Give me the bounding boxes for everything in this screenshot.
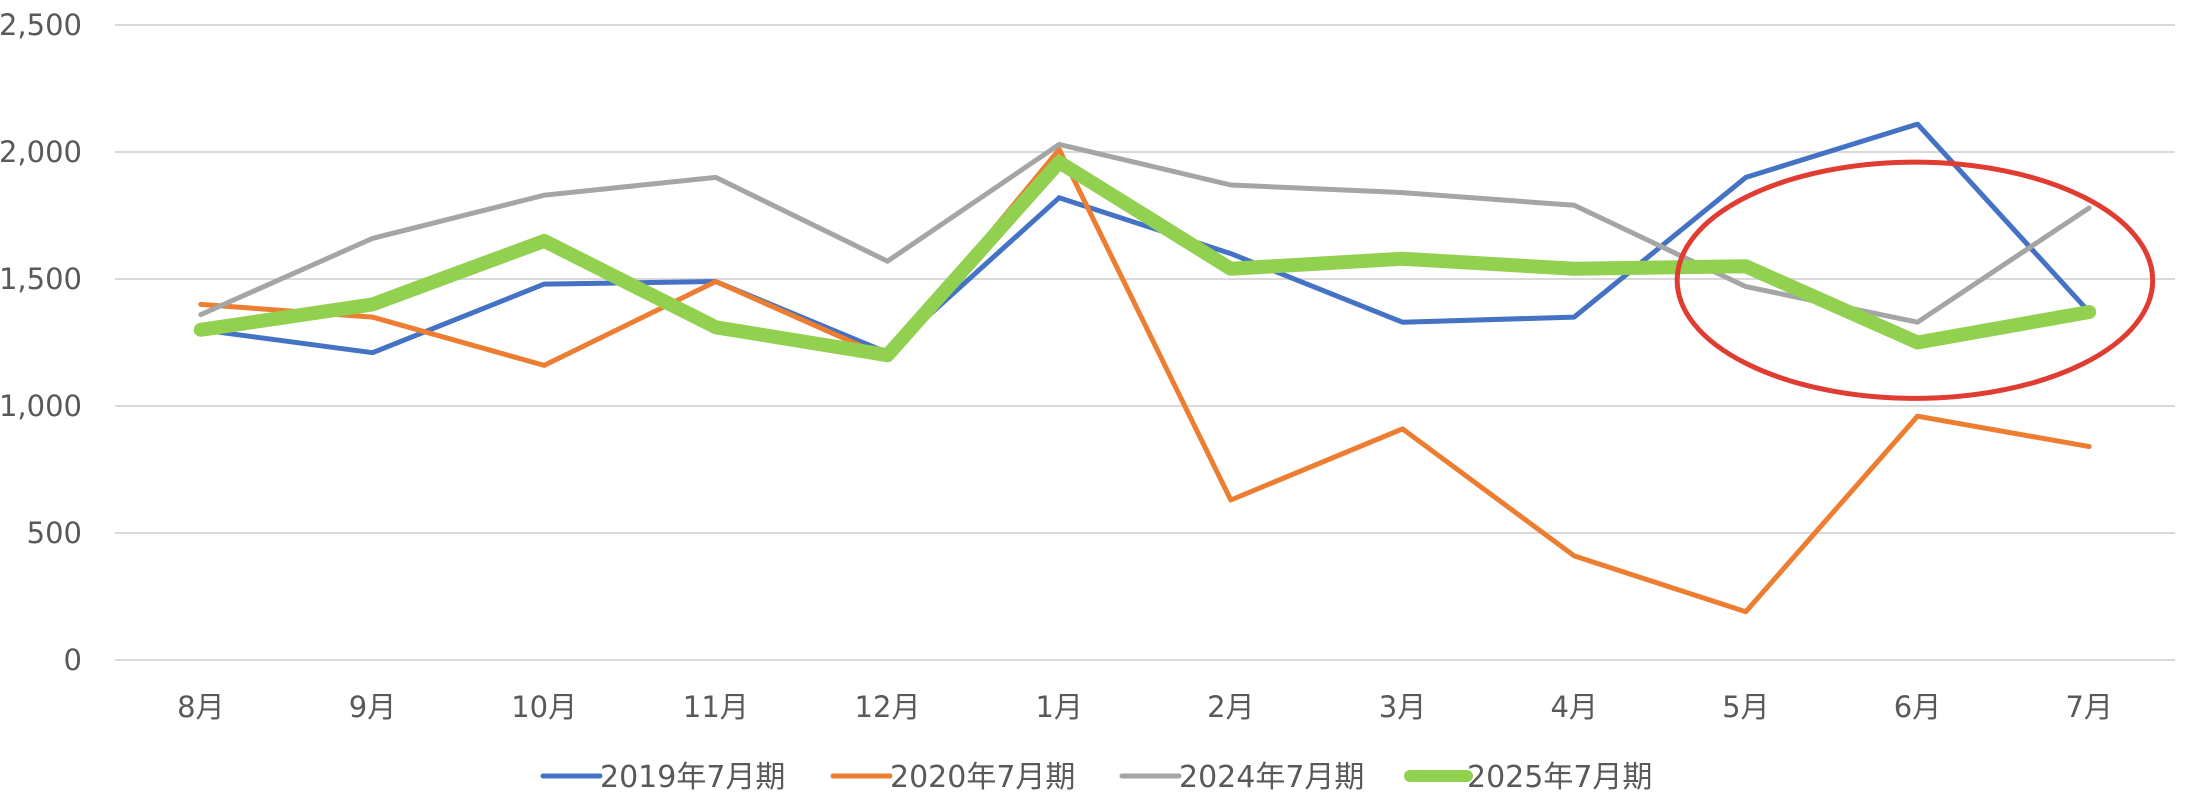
y-tick-label: 500	[27, 516, 82, 550]
series-line-2	[198, 141, 2092, 325]
legend-label: 2025年7月期	[1467, 760, 1652, 795]
y-tick-label: 0	[64, 643, 82, 677]
annotations	[1674, 159, 2156, 401]
series-line-3	[193, 155, 2097, 363]
x-tick-label: 2月	[1207, 690, 1254, 724]
y-tick-label: 2,500	[0, 8, 82, 42]
series-line-0	[198, 121, 2092, 356]
y-tick-label: 1,500	[0, 262, 82, 296]
x-tick-label: 3月	[1379, 690, 1426, 724]
gridlines	[115, 24, 2175, 661]
x-tick-label: 7月	[2065, 690, 2112, 724]
y-tick-label: 2,000	[0, 135, 82, 169]
x-tick-label: 11月	[683, 690, 749, 724]
series-lines	[193, 121, 2097, 615]
legend: 2019年7月期 2020年7月期 2024年7月期 2025年7月期	[540, 760, 1652, 795]
x-tick-label: 9月	[349, 690, 396, 724]
x-tick-label: 8月	[177, 690, 224, 724]
x-tick-label: 4月	[1550, 690, 1597, 724]
x-axis-ticks: 8月 9月 10月 11月 12月 1月 2月 3月 4月 5月 6月 7月	[177, 690, 2113, 724]
y-axis-ticks: 0 500 1,000 1,500 2,000 2,500	[0, 8, 82, 677]
x-tick-label: 1月	[1035, 690, 1082, 724]
x-tick-label: 6月	[1894, 690, 1941, 724]
x-tick-label: 10月	[511, 690, 577, 724]
highlight-ellipse	[1674, 159, 2156, 401]
series-line-1	[198, 147, 2092, 615]
y-tick-label: 1,000	[0, 389, 82, 423]
legend-label: 2019年7月期	[600, 760, 785, 795]
x-tick-label: 12月	[855, 690, 921, 724]
legend-label: 2024年7月期	[1179, 760, 1364, 795]
x-tick-label: 5月	[1722, 690, 1769, 724]
legend-label: 2020年7月期	[890, 760, 1075, 795]
